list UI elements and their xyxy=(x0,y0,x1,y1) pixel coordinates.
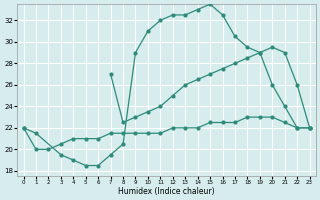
X-axis label: Humidex (Indice chaleur): Humidex (Indice chaleur) xyxy=(118,187,215,196)
